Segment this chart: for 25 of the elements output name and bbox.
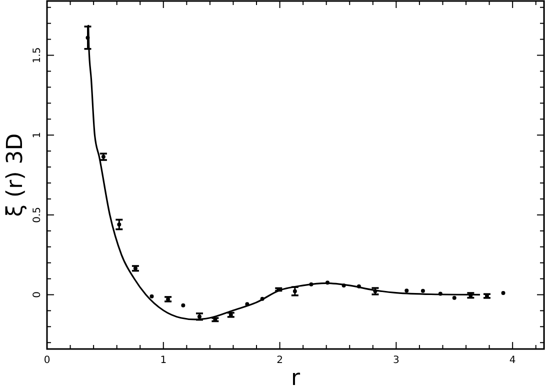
point (438, 292, 442, 296)
point (260, 296, 264, 301)
point (501, 290, 506, 295)
x-axis-title: r (290, 366, 301, 389)
point (356, 284, 361, 288)
x-tick-label: 1 (160, 355, 167, 366)
point (86, 36, 90, 40)
point (404, 288, 409, 293)
y-tick-label: 1 (32, 132, 43, 138)
y-axis-title: ξ (r) 3D (3, 133, 28, 217)
point (309, 282, 314, 286)
y-tick-label: 1.5 (32, 47, 43, 64)
point (326, 280, 330, 285)
point (117, 222, 122, 226)
point (342, 283, 346, 288)
point (150, 294, 154, 298)
x-tick-label: 3 (392, 355, 400, 366)
point (420, 288, 425, 293)
x-tick-label: 0 (44, 355, 50, 366)
x-tick-label: 2 (276, 355, 283, 366)
point (452, 296, 456, 300)
y-tick-label: 0 (32, 292, 43, 298)
point (181, 303, 186, 308)
y-tick-label: 0.5 (32, 206, 43, 223)
x-tick-label: 4 (509, 355, 516, 366)
